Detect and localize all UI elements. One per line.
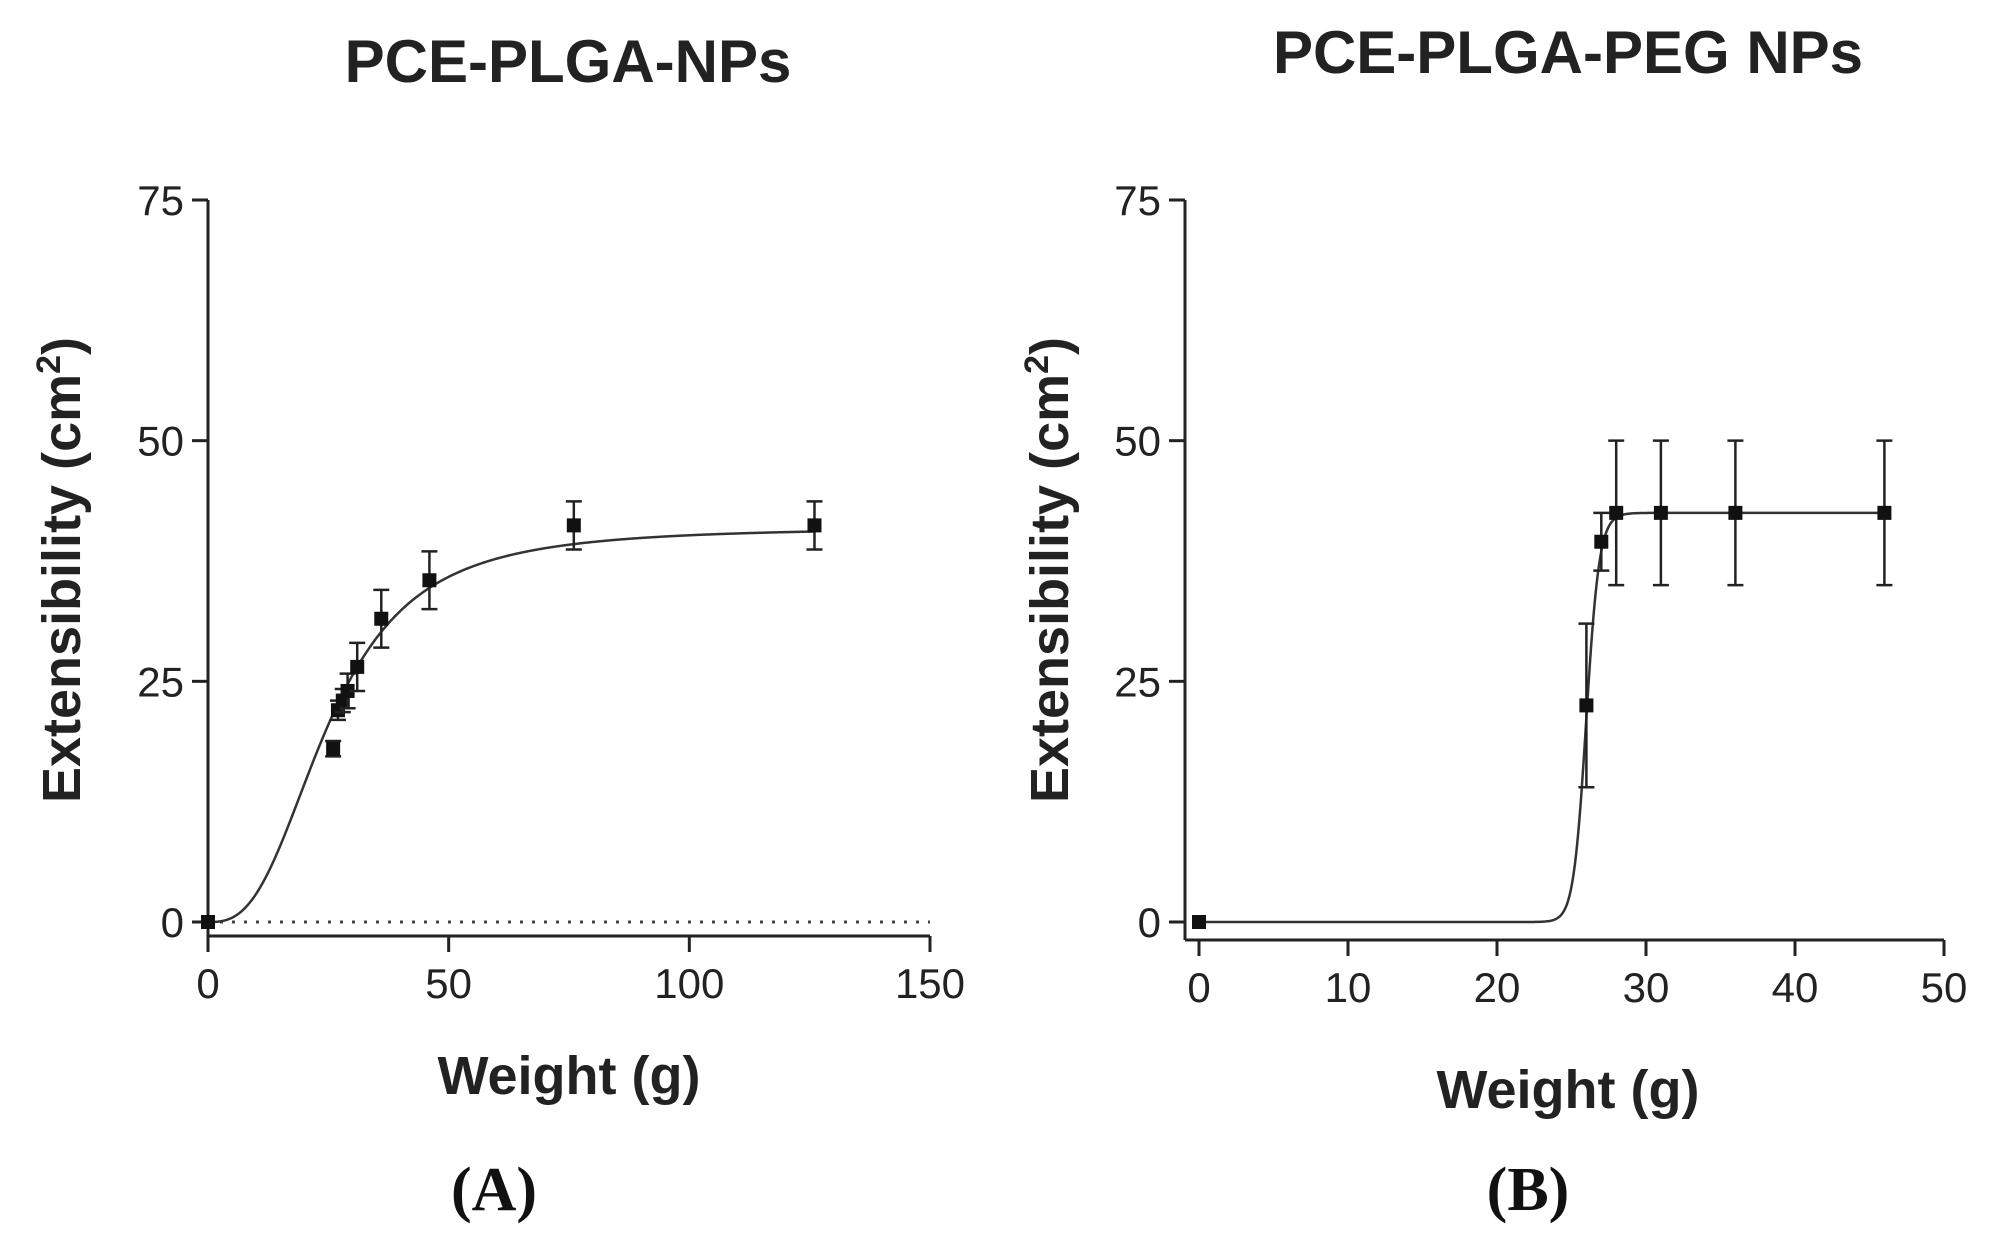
chart-b-x-tick-label: 30 <box>1623 964 1670 1011</box>
chart-b-data-point <box>1192 915 1206 929</box>
chart-b-x-tick-label: 20 <box>1474 964 1521 1011</box>
chart-a-x-tick-label: 50 <box>425 960 472 1007</box>
chart-b-data-point <box>1594 534 1609 549</box>
chart-a-x-tick-label: 100 <box>654 960 724 1007</box>
chart-a-data-point <box>201 915 215 929</box>
chart-a-x-tick-label: 0 <box>196 960 219 1007</box>
chart-b-data-point <box>1653 505 1668 520</box>
chart-a-data-point <box>326 741 341 756</box>
chart-a-x-tick-label: 150 <box>895 960 965 1007</box>
chart-a-title: PCE-PLGA-NPs <box>345 28 792 95</box>
chart-a-ylabel-text: Extensibility (cm <box>32 374 92 803</box>
chart-panel-a: PCE-PLGA-NPs Extensibility (cm2) Weight … <box>30 28 965 1224</box>
chart-a-ylabel-close: ) <box>32 337 92 355</box>
chart-a-y-tick-label: 75 <box>137 177 184 224</box>
chart-b-data-point <box>1728 505 1743 520</box>
chart-b-x-tick-label: 50 <box>1921 964 1968 1011</box>
chart-a-y-tick-label: 50 <box>137 418 184 465</box>
chart-b-y-tick-label: 0 <box>1138 899 1161 946</box>
chart-b-ylabel-text: Extensibility (cm <box>1020 374 1080 803</box>
chart-b-y-tick-label: 50 <box>1114 418 1161 465</box>
chart-b-ylabel: Extensibility (cm2) <box>1018 337 1080 803</box>
chart-b-y-tick-label: 25 <box>1114 658 1161 705</box>
chart-a-xlabel: Weight (g) <box>438 1046 701 1106</box>
chart-b-panel-label: (B) <box>1487 1156 1570 1224</box>
chart-a-ylabel: Extensibility (cm2) <box>30 337 92 803</box>
chart-a-y-tick-label: 25 <box>137 658 184 705</box>
chart-a-data-point <box>566 518 581 533</box>
chart-a-data-point <box>374 611 389 626</box>
chart-b-ylabel-close: ) <box>1020 337 1080 355</box>
chart-b-y-tick-label: 75 <box>1114 177 1161 224</box>
chart-panel-b: PCE-PLGA-PEG NPs Extensibility (cm2) Wei… <box>1018 19 1967 1224</box>
chart-b-title: PCE-PLGA-PEG NPs <box>1273 19 1863 86</box>
chart-b-data-point <box>1579 698 1594 713</box>
chart-b-data-point <box>1609 505 1624 520</box>
chart-a-fit-curve <box>208 530 815 924</box>
chart-b-x-tick-label: 0 <box>1187 964 1210 1011</box>
chart-a-data-point <box>340 683 355 698</box>
chart-b-data-point <box>1877 505 1892 520</box>
chart-a-data-point <box>807 518 822 533</box>
chart-a-data-point <box>422 573 437 588</box>
chart-a-panel-label: (A) <box>451 1156 537 1224</box>
chart-a-y-tick-label: 0 <box>161 899 184 946</box>
chart-b-fit-curve <box>1199 511 1885 924</box>
chart-b-xlabel: Weight (g) <box>1437 1060 1700 1120</box>
chart-b-ylabel-superscript: 2 <box>1018 355 1056 374</box>
chart-a-data-point <box>350 659 365 674</box>
chart-b-x-tick-label: 10 <box>1325 964 1372 1011</box>
chart-a-ylabel-superscript: 2 <box>30 355 68 374</box>
chart-b-x-tick-label: 40 <box>1772 964 1819 1011</box>
